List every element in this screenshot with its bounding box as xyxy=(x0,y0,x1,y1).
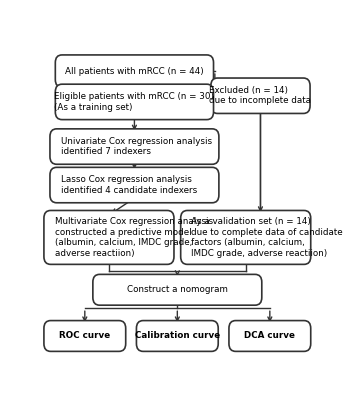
Text: DCA curve: DCA curve xyxy=(244,332,295,340)
FancyBboxPatch shape xyxy=(55,55,213,87)
FancyBboxPatch shape xyxy=(44,210,174,264)
Text: ROC curve: ROC curve xyxy=(59,332,110,340)
FancyBboxPatch shape xyxy=(44,320,126,351)
Text: Univariate Cox regression analysis
identified 7 indexers: Univariate Cox regression analysis ident… xyxy=(61,137,212,156)
FancyBboxPatch shape xyxy=(93,274,262,305)
FancyBboxPatch shape xyxy=(229,320,311,351)
Text: Calibration curve: Calibration curve xyxy=(135,332,220,340)
FancyBboxPatch shape xyxy=(50,167,219,203)
Text: Construct a nomogram: Construct a nomogram xyxy=(127,285,228,294)
Text: Eligible patients with mRCC (n = 30)
(As a training set): Eligible patients with mRCC (n = 30) (As… xyxy=(54,92,215,112)
FancyBboxPatch shape xyxy=(136,320,218,351)
Text: Multivariate Cox regression analysis
constructed a predictive model
(albumin, ca: Multivariate Cox regression analysis con… xyxy=(55,217,213,258)
FancyBboxPatch shape xyxy=(50,129,219,164)
Text: Excluded (n = 14)
due to incomplete data: Excluded (n = 14) due to incomplete data xyxy=(209,86,311,106)
Text: As a validation set (n = 14)
due to complete data of candidate
factors (albumin,: As a validation set (n = 14) due to comp… xyxy=(191,217,343,258)
FancyBboxPatch shape xyxy=(55,84,213,120)
FancyBboxPatch shape xyxy=(211,78,310,114)
FancyBboxPatch shape xyxy=(181,210,311,264)
Text: Lasso Cox regression analysis
identified 4 candidate indexers: Lasso Cox regression analysis identified… xyxy=(61,175,197,195)
Text: All patients with mRCC (n = 44): All patients with mRCC (n = 44) xyxy=(65,66,204,76)
